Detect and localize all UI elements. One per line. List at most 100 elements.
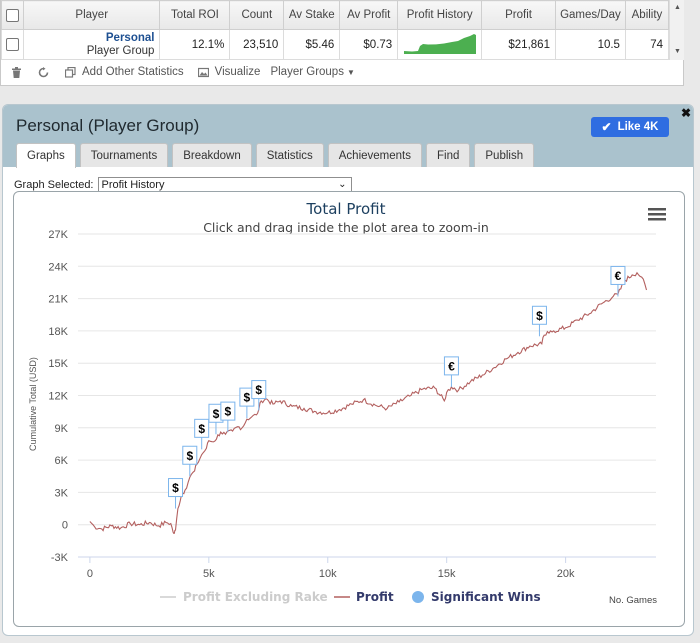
ability-cell: 74 — [624, 29, 670, 60]
player-group-label: Player Group — [86, 44, 155, 57]
profit-history-sparkline-cell — [397, 29, 483, 60]
total-roi-cell: 12.1% — [159, 29, 231, 60]
player-group-panel: Personal (Player Group) ✔ Like 4K ✖ Grap… — [2, 104, 694, 636]
select-all-checkbox[interactable] — [6, 8, 19, 22]
y-tick-label: 9K — [55, 423, 69, 435]
trash-icon — [12, 66, 21, 78]
flag-box — [168, 478, 184, 498]
profit-cell: $21,861 — [481, 29, 556, 60]
y-axis-label: Cumulative Total (USD) — [28, 357, 38, 451]
like-button[interactable]: ✔ Like 4K — [591, 117, 669, 137]
flag-label: $ — [244, 391, 251, 405]
tab-find[interactable]: Find — [426, 143, 471, 167]
significant-win-flag[interactable]: $ — [251, 380, 267, 411]
table-scrollbar[interactable]: ▲ ▼ — [669, 0, 684, 60]
player-stats-panel: Player Total ROI Count Av Stake Av Profi… — [0, 0, 684, 86]
panel-header: Personal (Player Group) ✔ Like 4K ✖ Grap… — [3, 105, 693, 168]
table-header-row: Player Total ROI Count Av Stake Av Profi… — [1, 0, 670, 30]
player-groups-dropdown[interactable]: Player Groups ▼ — [270, 66, 354, 78]
visualize-label: Visualize — [214, 66, 261, 78]
flag-label: € — [615, 269, 622, 283]
graph-select-value: Profit History — [101, 179, 165, 191]
x-axis-label: No. Games — [609, 595, 657, 606]
table-row[interactable]: Personal Player Group 12.1% 23,510 $5.46… — [1, 29, 670, 60]
select-all-header[interactable] — [1, 0, 24, 30]
header-av-profit[interactable]: Av Profit — [339, 0, 399, 30]
refresh-button[interactable] — [38, 66, 55, 78]
x-tick-label: 5k — [203, 568, 215, 580]
y-tick-label: -3K — [51, 552, 69, 564]
visualize-button[interactable]: Visualize — [197, 66, 261, 78]
scroll-down-arrow-icon[interactable]: ▼ — [674, 48, 681, 55]
header-profit-history[interactable]: Profit History — [397, 0, 483, 30]
header-total-roi[interactable]: Total ROI — [159, 0, 231, 30]
y-tick-label: 0 — [62, 520, 68, 532]
tab-breakdown[interactable]: Breakdown — [172, 143, 252, 167]
tab-graphs[interactable]: Graphs — [16, 143, 76, 168]
row-select-cell[interactable] — [1, 29, 24, 60]
count-cell: 23,510 — [229, 29, 285, 60]
significant-win-flag[interactable]: $ — [208, 403, 224, 435]
scroll-up-arrow-icon[interactable]: ▲ — [674, 4, 681, 11]
y-tick-label: 21K — [48, 294, 68, 306]
flag-box — [443, 356, 459, 376]
significant-win-flag[interactable]: $ — [220, 401, 236, 433]
header-ability[interactable]: Ability — [624, 0, 670, 30]
flag-box — [182, 445, 198, 465]
significant-win-flag[interactable]: $ — [531, 305, 547, 337]
tab-statistics[interactable]: Statistics — [255, 143, 324, 167]
header-player[interactable]: Player — [22, 0, 161, 30]
flag-box — [531, 305, 547, 325]
profit-series-line[interactable] — [89, 271, 648, 534]
delete-button[interactable] — [11, 66, 28, 78]
chart-menu-icon[interactable] — [648, 208, 666, 221]
y-tick-label: 24K — [48, 261, 68, 273]
legend-excluding-rake[interactable]: Profit Excluding Rake — [183, 590, 328, 604]
profit-chart-container[interactable]: Total Profit Click and drag inside the p… — [13, 191, 685, 627]
header-games-per-day[interactable]: Games/Day — [554, 0, 626, 30]
flag-label: $ — [536, 309, 543, 323]
significant-win-flag[interactable]: $ — [168, 478, 184, 509]
av-profit-cell: $0.73 — [339, 29, 399, 60]
profit-chart[interactable]: Total Profit Click and drag inside the p… — [14, 192, 684, 626]
tab-publish[interactable]: Publish — [474, 143, 535, 167]
chevron-down-icon: ▼ — [346, 67, 355, 77]
significant-win-flag[interactable]: $ — [182, 445, 198, 477]
legend-significant-wins[interactable]: Significant Wins — [431, 590, 541, 604]
av-stake-cell: $5.46 — [283, 29, 341, 60]
significant-win-flag[interactable]: € — [610, 265, 626, 297]
player-cell[interactable]: Personal Player Group — [22, 29, 161, 60]
checkmark-icon: ✔ — [601, 120, 612, 134]
legend-significant-wins-swatch — [412, 591, 424, 603]
x-tick-label: 0 — [87, 568, 93, 580]
tab-tournaments[interactable]: Tournaments — [79, 143, 169, 167]
profit-sparkline — [404, 34, 477, 54]
flag-label: $ — [225, 405, 232, 419]
graph-select-row: Graph Selected: Profit History ⌄ — [14, 177, 352, 193]
header-count[interactable]: Count — [229, 0, 285, 30]
flag-label: $ — [186, 449, 193, 463]
legend-profit[interactable]: Profit — [356, 590, 394, 604]
image-icon — [197, 67, 209, 77]
chart-gridlines — [78, 233, 656, 558]
significant-win-flag[interactable]: $ — [194, 418, 210, 450]
significant-win-flag[interactable]: € — [443, 356, 459, 387]
flag-label: $ — [213, 407, 220, 421]
add-other-statistics-button[interactable]: Add Other Statistics — [65, 66, 184, 78]
tab-achievements[interactable]: Achievements — [327, 143, 422, 167]
header-av-stake[interactable]: Av Stake — [283, 0, 341, 30]
row-checkbox[interactable] — [6, 38, 19, 51]
chevron-down-icon: ⌄ — [338, 179, 347, 190]
y-tick-label: 18K — [48, 326, 68, 338]
graph-selected-label: Graph Selected: — [14, 179, 94, 191]
close-icon[interactable]: ✖ — [681, 106, 692, 120]
flag-box — [194, 418, 210, 438]
player-name-link[interactable]: Personal — [105, 31, 155, 44]
panel-title: Personal (Player Group) — [16, 116, 200, 135]
flag-box — [220, 401, 236, 421]
flag-label: $ — [172, 481, 179, 495]
header-profit[interactable]: Profit — [481, 0, 556, 30]
games-per-day-cell: 10.5 — [554, 29, 626, 60]
chart-title: Total Profit — [306, 200, 386, 218]
flag-box — [251, 380, 267, 400]
